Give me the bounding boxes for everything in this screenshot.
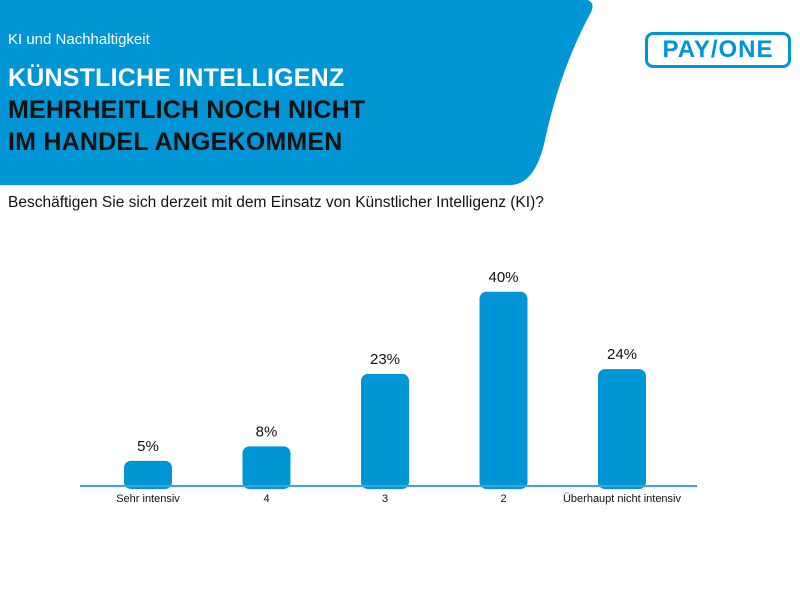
title-line-1: KÜNSTLICHE INTELLIGENZ (8, 64, 345, 92)
value-label: 8% (256, 423, 278, 440)
value-label: 5% (137, 438, 159, 455)
bar (242, 446, 291, 489)
bar (479, 291, 528, 489)
kicker: KI und Nachhaltigkeit (8, 31, 150, 48)
bar (124, 460, 172, 489)
category-label: Sehr intensiv (116, 493, 180, 505)
category-label: 2 (500, 493, 506, 505)
payone-logo: PAY/ONE (645, 32, 791, 68)
header-banner (0, 0, 593, 185)
category-label: 4 (263, 493, 269, 505)
value-label: 24% (607, 346, 637, 363)
bar (361, 373, 409, 489)
x-axis-line (80, 485, 697, 487)
chart-question: Beschäftigen Sie sich derzeit mit dem Ei… (8, 194, 544, 211)
category-label: Überhaupt nicht intensiv (563, 493, 682, 505)
title-line-2: MEHRHEITLICH NOCH NICHT (8, 96, 366, 124)
category-label: 3 (382, 493, 388, 505)
bar (598, 369, 646, 489)
value-label: 23% (370, 351, 400, 368)
value-label: 40% (488, 269, 518, 286)
title-line-3: IM HANDEL ANGEKOMMEN (8, 128, 343, 156)
